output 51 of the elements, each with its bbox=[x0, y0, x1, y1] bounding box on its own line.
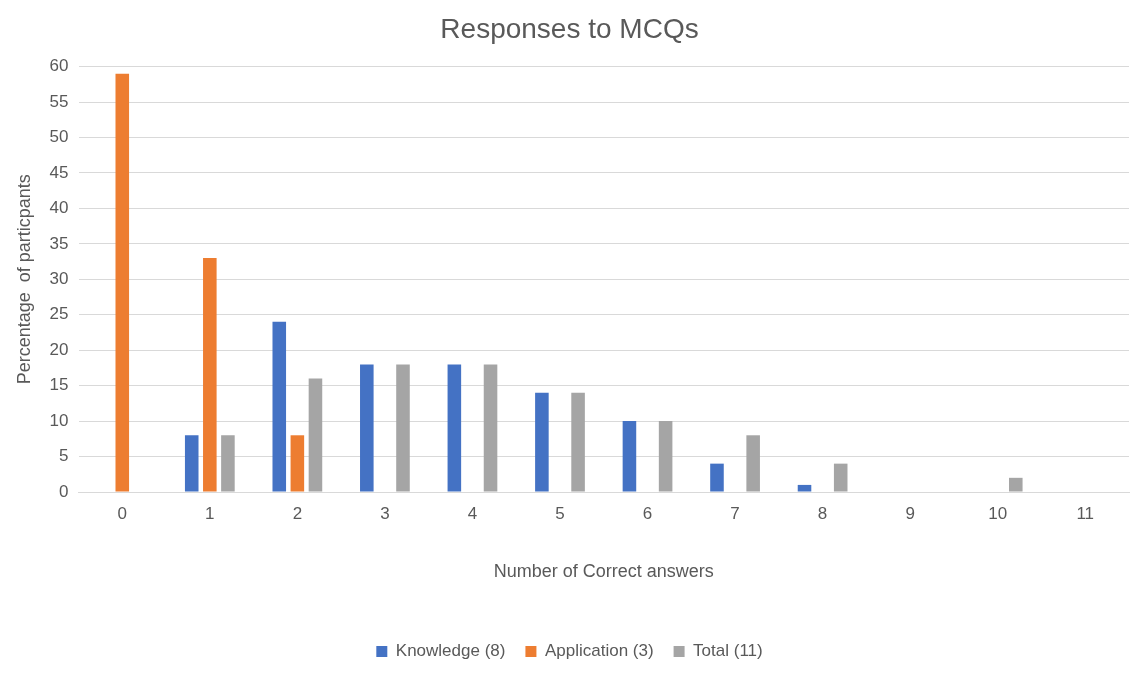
x-tick-label: 1 bbox=[205, 503, 215, 523]
legend-label: Total (11) bbox=[693, 641, 763, 661]
bar bbox=[290, 435, 305, 492]
y-tick-label: 0 bbox=[59, 481, 69, 501]
bar bbox=[535, 392, 549, 492]
x-tick-label: 10 bbox=[988, 503, 1008, 523]
bar bbox=[483, 364, 498, 492]
y-tick-label: 40 bbox=[49, 198, 69, 218]
y-tick-label: 5 bbox=[59, 446, 69, 466]
y-tick-label: 55 bbox=[49, 91, 69, 111]
y-axis-title: Percentage of particpants bbox=[13, 174, 34, 385]
bar bbox=[710, 463, 724, 492]
bar bbox=[115, 73, 130, 492]
y-tick-label: 45 bbox=[49, 162, 69, 182]
bar bbox=[308, 378, 323, 492]
bar bbox=[447, 364, 462, 492]
bar bbox=[658, 421, 673, 492]
y-tick-label: 10 bbox=[49, 410, 69, 430]
x-tick-label: 7 bbox=[730, 503, 740, 523]
bar bbox=[360, 364, 374, 492]
x-tick-label: 4 bbox=[467, 503, 478, 523]
x-axis-title: Number of Correct answers bbox=[493, 561, 714, 582]
x-tick-label: 11 bbox=[1076, 503, 1095, 523]
y-tick-label: 30 bbox=[49, 268, 69, 288]
bar bbox=[221, 435, 235, 492]
y-tick-label: 15 bbox=[49, 375, 69, 395]
legend-label: Knowledge (8) bbox=[395, 641, 506, 661]
y-tick-label: 20 bbox=[49, 339, 69, 359]
x-tick-label: 5 bbox=[555, 503, 565, 523]
y-tick-label: 35 bbox=[49, 233, 69, 253]
bar bbox=[797, 484, 812, 492]
bar bbox=[203, 258, 217, 492]
bar bbox=[622, 421, 637, 492]
bar bbox=[1009, 477, 1023, 492]
bar bbox=[746, 435, 760, 492]
x-tick-label: 3 bbox=[380, 503, 390, 523]
y-tick-label: 50 bbox=[49, 127, 69, 147]
bar bbox=[833, 463, 848, 492]
legend-label: Application (3) bbox=[544, 641, 654, 661]
bar bbox=[571, 392, 585, 492]
chart-title: Responses to MCQs bbox=[440, 12, 699, 44]
x-tick-label: 6 bbox=[642, 503, 653, 523]
x-tick-label: 9 bbox=[905, 503, 915, 523]
x-tick-label: 2 bbox=[292, 503, 303, 523]
y-tick-label: 60 bbox=[49, 56, 69, 76]
bar bbox=[272, 321, 287, 492]
bar bbox=[184, 435, 199, 492]
y-tick-label: 25 bbox=[49, 304, 69, 324]
bar bbox=[396, 364, 410, 492]
x-tick-label: 0 bbox=[117, 503, 128, 523]
x-tick-label: 8 bbox=[817, 503, 828, 523]
